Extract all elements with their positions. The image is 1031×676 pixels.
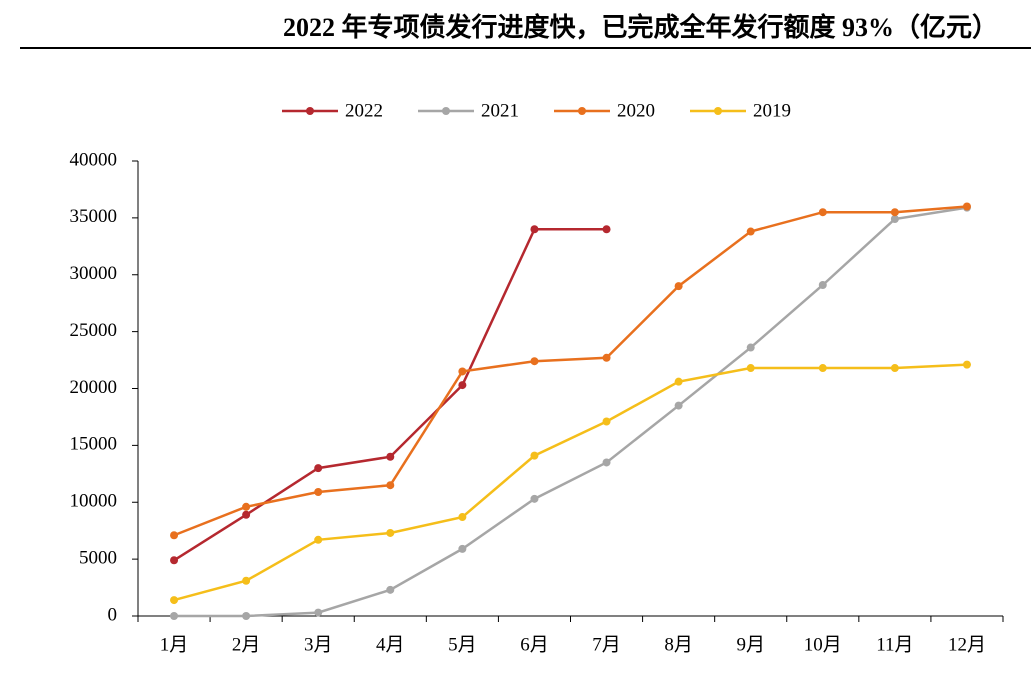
y-tick-label: 5000 — [79, 547, 117, 568]
data-point — [674, 377, 683, 386]
x-tick-label: 3月 — [304, 634, 333, 655]
data-point — [386, 528, 395, 537]
data-point — [890, 208, 899, 217]
data-point — [242, 510, 251, 519]
data-point — [170, 596, 179, 605]
data-point — [170, 556, 179, 565]
data-point — [458, 513, 467, 522]
data-point — [530, 494, 539, 503]
legend-marker — [442, 107, 450, 115]
data-point — [458, 367, 467, 376]
data-point — [746, 364, 755, 373]
x-tick-label: 12月 — [948, 634, 986, 655]
y-tick-label: 35000 — [70, 206, 118, 227]
data-point — [314, 488, 323, 497]
legend-label: 2022 — [345, 100, 383, 121]
y-tick-label: 25000 — [70, 320, 118, 341]
data-point — [242, 502, 251, 511]
legend-marker — [306, 107, 314, 115]
data-point — [530, 225, 539, 234]
data-point — [962, 360, 971, 369]
x-tick-label: 9月 — [736, 634, 765, 655]
x-tick-label: 1月 — [160, 634, 189, 655]
x-tick-label: 8月 — [664, 634, 693, 655]
data-point — [458, 544, 467, 553]
data-point — [314, 535, 323, 544]
y-tick-label: 0 — [108, 604, 118, 625]
data-point — [530, 451, 539, 460]
data-point — [314, 608, 323, 617]
y-tick-label: 10000 — [70, 491, 118, 512]
data-point — [386, 481, 395, 490]
data-point — [170, 612, 179, 620]
x-tick-label: 7月 — [592, 634, 621, 655]
x-tick-label: 6月 — [520, 634, 549, 655]
x-tick-label: 11月 — [876, 634, 913, 655]
data-point — [530, 357, 539, 366]
legend-label: 2019 — [753, 100, 791, 121]
data-point — [386, 452, 395, 461]
data-point — [386, 585, 395, 594]
x-tick-label: 4月 — [376, 634, 405, 655]
legend-marker — [714, 107, 722, 115]
y-tick-label: 20000 — [70, 377, 118, 398]
data-point — [242, 612, 251, 620]
series-line — [173, 205, 968, 537]
data-point — [674, 282, 683, 291]
data-point — [458, 381, 467, 390]
data-point — [602, 353, 611, 362]
data-point — [818, 280, 827, 289]
x-tick-label: 10月 — [804, 634, 842, 655]
data-point — [962, 202, 971, 211]
data-point — [818, 208, 827, 217]
series-line — [173, 363, 968, 602]
data-point — [314, 464, 323, 473]
y-tick-label: 30000 — [70, 263, 118, 284]
data-point — [602, 458, 611, 467]
data-point — [890, 364, 899, 373]
x-tick-label: 5月 — [448, 634, 477, 655]
chart-title: 2022 年专项债发行进度快，已完成全年发行额度 93%（亿元） — [283, 12, 998, 42]
legend-marker — [578, 107, 586, 115]
x-tick-label: 2月 — [232, 634, 261, 655]
y-tick-label: 40000 — [70, 149, 118, 170]
data-point — [818, 364, 827, 373]
data-point — [602, 417, 611, 426]
data-point — [242, 576, 251, 585]
data-point — [602, 225, 611, 234]
data-point — [746, 227, 755, 236]
y-tick-label: 15000 — [70, 434, 118, 455]
series-line — [174, 206, 968, 618]
data-point — [674, 401, 683, 410]
legend-label: 2020 — [617, 100, 655, 121]
data-point — [746, 343, 755, 352]
data-point — [170, 531, 179, 540]
data-point — [890, 215, 899, 224]
legend-label: 2021 — [481, 100, 519, 121]
